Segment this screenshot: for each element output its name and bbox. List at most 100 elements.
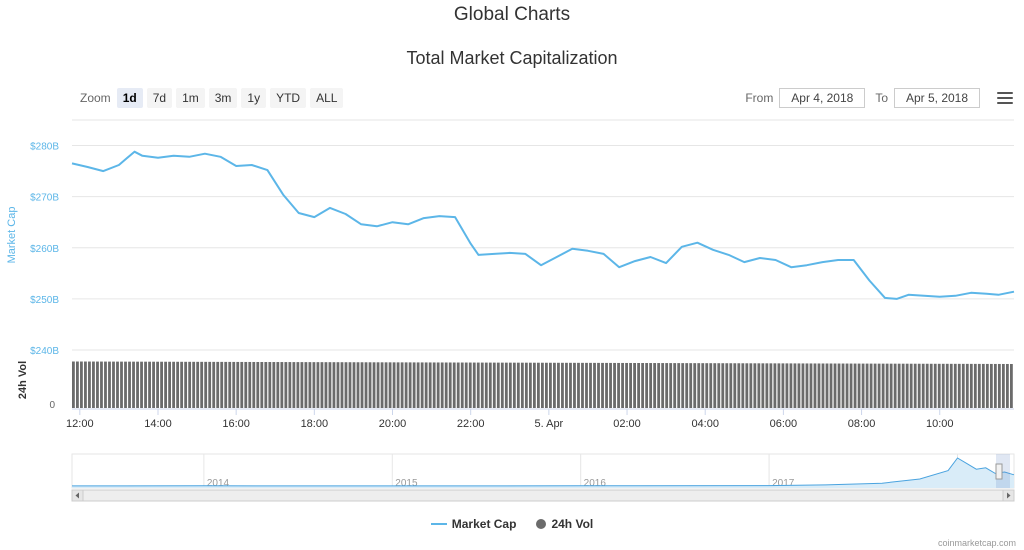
volume-bar: [448, 362, 452, 408]
volume-bar: [549, 362, 552, 408]
volume-bar: [737, 363, 741, 408]
volume-bar: [504, 362, 508, 408]
volume-bar: [292, 362, 296, 408]
zoom-1y-button[interactable]: 1y: [241, 88, 267, 108]
volume-bar: [224, 361, 228, 408]
volume-bar: [532, 362, 536, 408]
volume-bar: [472, 362, 476, 408]
volume-bar: [969, 363, 973, 408]
y-axis-title: Market Cap: [6, 207, 18, 264]
volume-bar: [276, 362, 280, 408]
volume-bar: [384, 362, 388, 408]
volume-bar: [120, 361, 123, 408]
zoom-3m-button[interactable]: 3m: [208, 88, 238, 108]
volume-bar: [304, 362, 308, 408]
volume-bar: [793, 363, 797, 408]
volume-bar: [436, 362, 440, 408]
volume-bar: [593, 362, 596, 408]
legend-item-market-cap[interactable]: Market Cap: [430, 517, 516, 531]
volume-bar: [232, 361, 236, 408]
volume-bar: [817, 363, 821, 408]
volume-bar: [340, 362, 344, 408]
x-tick-label: 12:00: [66, 418, 94, 430]
volume-bar: [244, 361, 248, 408]
volume-bar: [801, 363, 805, 408]
navigator-year-label: 2014: [207, 478, 230, 489]
from-label: From: [745, 91, 774, 105]
volume-bar: [216, 361, 220, 408]
volume-bar: [136, 361, 139, 408]
volume-bar: [689, 363, 693, 408]
volume-bar: [400, 362, 404, 408]
volume-bar: [332, 362, 336, 408]
volume-bar: [601, 362, 604, 408]
volume-bar: [833, 363, 837, 408]
volume-bar: [713, 363, 717, 408]
x-tick-label: 18:00: [301, 418, 329, 430]
legend-item-24h-vol[interactable]: 24h Vol: [536, 517, 593, 531]
volume-bar: [524, 362, 528, 408]
volume-bar: [677, 363, 681, 408]
volume-bar: [861, 363, 865, 408]
volume-bar: [356, 362, 360, 408]
y-tick-label: $270B: [30, 193, 59, 204]
dot-swatch-icon: [536, 519, 547, 529]
zoom-1d-button[interactable]: 1d: [116, 88, 143, 108]
volume-bar: [877, 363, 881, 408]
line-swatch-icon: [430, 523, 447, 525]
volume-bar: [124, 361, 127, 408]
volume-bar: [344, 362, 348, 408]
volume-bar: [573, 362, 576, 408]
volume-bar: [200, 361, 204, 408]
hamburger-menu-icon[interactable]: [997, 92, 1013, 107]
volume-bar: [561, 362, 564, 408]
volume-bar: [488, 362, 492, 408]
zoom-controls: Zoom 1d 7d 1m 3m 1y YTD ALL: [80, 88, 347, 108]
from-date-input[interactable]: Apr 4, 2018: [779, 88, 866, 108]
volume-bar: [528, 362, 532, 408]
volume-bar: [645, 363, 649, 408]
navigator-handle-icon: [995, 463, 1003, 480]
volume-bar: [408, 362, 412, 408]
volume-bar: [813, 363, 817, 408]
volume-bar: [508, 362, 512, 408]
scrollbar-track: [71, 489, 1015, 502]
y-tick-label: $250B: [30, 295, 59, 306]
volume-bar: [172, 361, 176, 408]
to-date-input[interactable]: Apr 5, 2018: [894, 88, 980, 108]
volume-bar: [729, 363, 733, 408]
zoom-1m-button[interactable]: 1m: [176, 88, 205, 108]
volume-bar: [144, 361, 147, 408]
volume-bar: [452, 362, 456, 408]
volume-bar: [681, 363, 685, 408]
volume-bar: [456, 362, 460, 408]
volume-bar: [432, 362, 436, 408]
volume-bar: [88, 361, 91, 408]
volume-bar: [364, 362, 368, 408]
volume-bar: [368, 362, 372, 408]
x-tick-label: 22:00: [457, 418, 485, 430]
legend-label-24h-vol: 24h Vol: [551, 517, 594, 531]
volume-bar: [236, 361, 240, 408]
volume-bar: [577, 362, 580, 408]
volume-bar: [657, 363, 661, 408]
volume-bar: [717, 363, 721, 408]
volume-bar: [741, 363, 745, 408]
zoom-all-button[interactable]: ALL: [310, 88, 344, 108]
volume-bar: [212, 361, 216, 408]
volume-bar: [905, 363, 909, 408]
volume-bar: [1009, 363, 1013, 408]
volume-bar: [981, 363, 985, 408]
volume-bar: [1005, 363, 1009, 408]
navigator-frame: [71, 453, 1015, 489]
volume-bar: [569, 362, 572, 408]
zoom-ytd-button[interactable]: YTD: [270, 88, 307, 108]
volume-bar: [492, 362, 496, 408]
volume-bar: [617, 362, 620, 408]
navigator-area: [72, 458, 1014, 488]
zoom-7d-button[interactable]: 7d: [146, 88, 173, 108]
volume-bar: [320, 362, 324, 408]
volume-bar: [468, 362, 472, 408]
volume-bar: [845, 363, 849, 408]
credits-link[interactable]: coinmarketcap.com: [937, 538, 1016, 548]
